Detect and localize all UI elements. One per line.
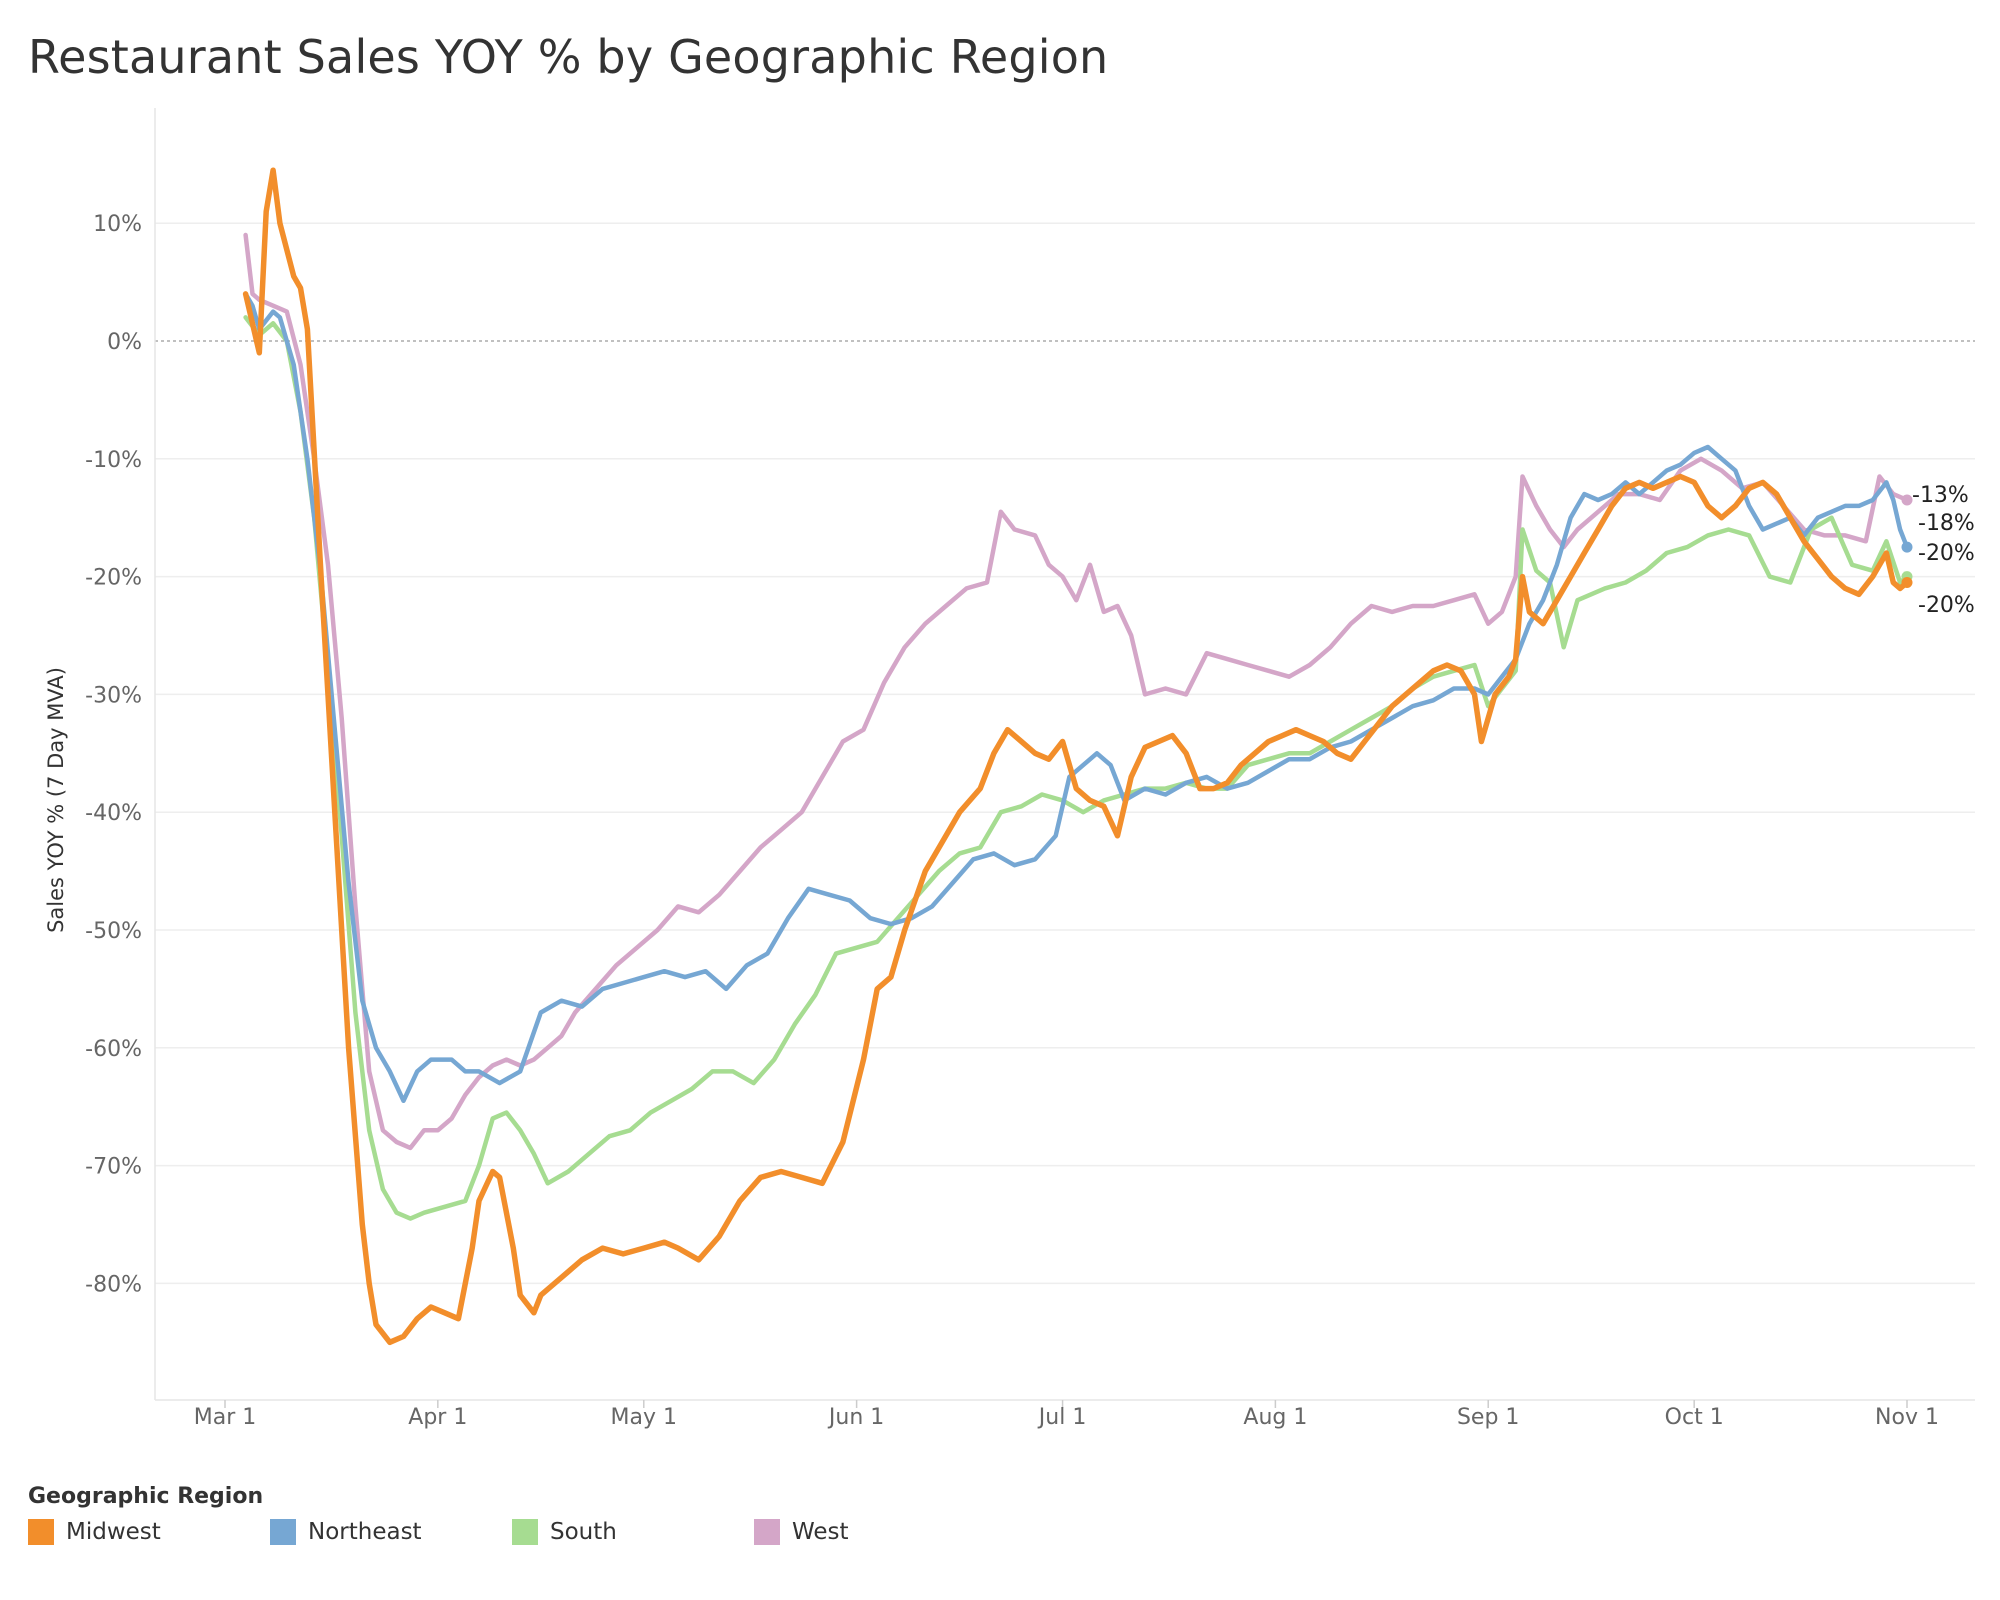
y-tick-label: -20% bbox=[85, 566, 142, 591]
end-marker-west bbox=[1901, 494, 1913, 506]
end-label-west: -13% bbox=[1912, 483, 1969, 508]
midwest-swatch bbox=[28, 1519, 54, 1545]
series-lines bbox=[242, 167, 1913, 1346]
legend-item-west[interactable]: West bbox=[754, 1519, 996, 1545]
end-label-northeast: -18% bbox=[1918, 511, 1975, 536]
legend: Geographic Region Midwest Northeast Sout… bbox=[28, 1484, 996, 1545]
south-swatch bbox=[512, 1519, 538, 1545]
x-tick-label: Jul 1 bbox=[1037, 1405, 1087, 1430]
x-tick-label: Oct 1 bbox=[1665, 1405, 1724, 1430]
series-line-west[interactable] bbox=[243, 232, 1910, 1151]
x-tick-label: Apr 1 bbox=[408, 1405, 467, 1430]
x-tick-label: Jun 1 bbox=[827, 1405, 884, 1430]
series-line-south[interactable] bbox=[243, 315, 1910, 1221]
legend-title: Geographic Region bbox=[28, 1484, 264, 1509]
series-line-northeast[interactable] bbox=[243, 291, 1910, 1104]
end-marker-northeast bbox=[1901, 541, 1913, 553]
end-label-south: -20% bbox=[1918, 541, 1975, 566]
y-tick-label: -50% bbox=[85, 919, 142, 944]
x-tick-label: Sep 1 bbox=[1457, 1405, 1519, 1430]
y-tick-label: -70% bbox=[85, 1155, 142, 1180]
legend-item-midwest[interactable]: Midwest bbox=[28, 1519, 270, 1545]
legend-item-northeast[interactable]: Northeast bbox=[270, 1519, 512, 1545]
end-labels: -13% -20% -18% -20% bbox=[1912, 483, 1975, 618]
chart-title: Restaurant Sales YOY % by Geographic Reg… bbox=[28, 30, 1109, 84]
legend-label-northeast: Northeast bbox=[308, 1519, 422, 1545]
y-tick-label: 0% bbox=[107, 330, 142, 355]
end-label-midwest: -20% bbox=[1918, 593, 1975, 618]
y-tick-label: -60% bbox=[85, 1037, 142, 1062]
y-tick-label: -40% bbox=[85, 801, 142, 826]
legend-label-west: West bbox=[792, 1519, 849, 1545]
y-tick-label: -30% bbox=[85, 683, 142, 708]
northeast-swatch bbox=[270, 1519, 296, 1545]
y-tick-label: 10% bbox=[93, 212, 142, 237]
y-tick-label: -80% bbox=[85, 1272, 142, 1297]
series-line-midwest[interactable] bbox=[242, 167, 1910, 1346]
end-marker-midwest bbox=[1901, 576, 1913, 588]
y-axis-title: Sales YOY % (7 Day MVA) bbox=[44, 667, 68, 933]
line-chart: 10% 0% -10% -20% -30% -40% -50% -60% -70% -80% Ma… bbox=[44, 108, 1975, 1430]
legend-label-south: South bbox=[550, 1519, 617, 1545]
x-tick-label: May 1 bbox=[611, 1405, 677, 1430]
y-tick-label: -10% bbox=[85, 448, 142, 473]
x-tick-label: Nov 1 bbox=[1875, 1405, 1939, 1430]
x-tick-label: Aug 1 bbox=[1243, 1405, 1307, 1430]
legend-items: Midwest Northeast South West bbox=[28, 1519, 996, 1545]
legend-label-midwest: Midwest bbox=[66, 1519, 161, 1545]
y-axis-ticks: 10% 0% -10% -20% -30% -40% -50% -60% -70% -80% bbox=[85, 212, 142, 1297]
west-swatch bbox=[754, 1519, 780, 1545]
legend-item-south[interactable]: South bbox=[512, 1519, 754, 1545]
x-tick-label: Mar 1 bbox=[194, 1405, 257, 1430]
x-axis-ticks: Mar 1 Apr 1 May 1 Jun 1 Jul 1 Aug 1 Sep 1 Oct 1… bbox=[194, 1400, 1939, 1430]
plot-frame bbox=[154, 108, 1975, 1401]
